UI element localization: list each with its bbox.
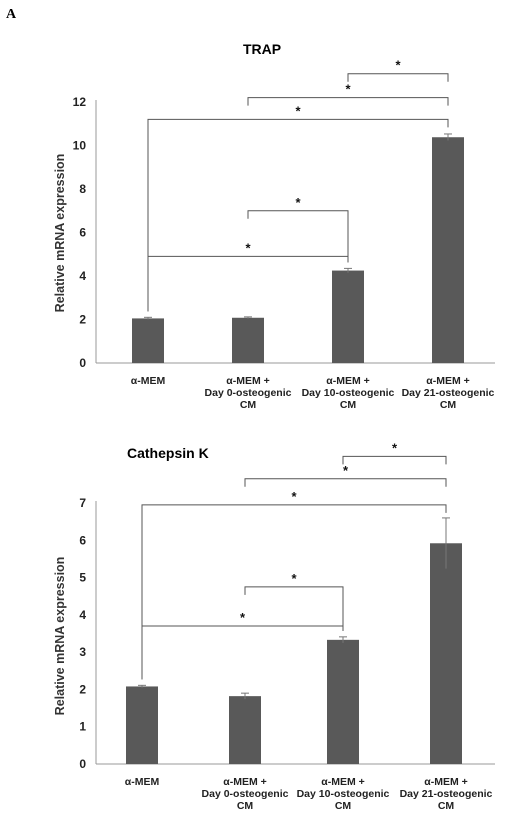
significance-bracket bbox=[342, 455, 447, 465]
category-label: α-MEM bbox=[125, 776, 160, 788]
significance-star: * bbox=[345, 82, 351, 97]
significance-bracket bbox=[244, 478, 447, 487]
significance-bracket bbox=[141, 625, 344, 680]
y-tick-label: 8 bbox=[79, 182, 86, 196]
category-label: CM bbox=[240, 399, 257, 411]
category-label: Day 0-osteogenic bbox=[202, 788, 289, 800]
significance-star: * bbox=[291, 489, 297, 504]
significance-bracket bbox=[141, 504, 447, 680]
category-label: CM bbox=[335, 800, 352, 812]
category-label: Day 10-osteogenic bbox=[297, 788, 390, 800]
category-label: α-MEM + bbox=[426, 375, 470, 387]
category-label: CM bbox=[440, 399, 457, 411]
category-label: α-MEM + bbox=[223, 776, 267, 788]
y-tick-label: 3 bbox=[79, 645, 86, 659]
significance-star: * bbox=[343, 463, 349, 478]
bar bbox=[332, 270, 364, 363]
y-tick-label: 4 bbox=[79, 269, 86, 283]
bar bbox=[229, 696, 261, 764]
category-label: Day 21-osteogenic bbox=[400, 788, 493, 800]
category-label: Day 0-osteogenic bbox=[205, 387, 292, 399]
category-label: α-MEM + bbox=[424, 776, 468, 788]
significance-star: * bbox=[295, 195, 301, 210]
y-tick-label: 6 bbox=[79, 533, 86, 547]
y-axis-label: Relative mRNA expression bbox=[53, 557, 67, 716]
category-label: Day 21-osteogenic bbox=[402, 387, 495, 399]
significance-star: * bbox=[291, 571, 297, 586]
panel-label: A bbox=[6, 7, 17, 22]
significance-bracket bbox=[147, 118, 449, 312]
significance-star: * bbox=[240, 610, 246, 625]
category-label: CM bbox=[237, 800, 254, 812]
significance-star: * bbox=[395, 58, 401, 73]
significance-star: * bbox=[295, 103, 301, 118]
significance-bracket bbox=[247, 210, 349, 263]
y-tick-label: 5 bbox=[79, 571, 86, 585]
y-tick-label: 12 bbox=[73, 95, 87, 109]
bar bbox=[132, 318, 164, 363]
significance-bracket bbox=[347, 73, 449, 82]
bar bbox=[430, 543, 462, 764]
y-tick-label: 0 bbox=[79, 757, 86, 771]
bar bbox=[327, 639, 359, 764]
bar bbox=[232, 317, 264, 363]
significance-bracket bbox=[147, 255, 349, 312]
category-label: α-MEM + bbox=[226, 375, 270, 387]
significance-star: * bbox=[392, 440, 398, 455]
y-tick-label: 2 bbox=[79, 313, 86, 327]
y-tick-label: 7 bbox=[79, 496, 86, 510]
y-tick-label: 0 bbox=[79, 356, 86, 370]
y-tick-label: 2 bbox=[79, 682, 86, 696]
significance-bracket bbox=[247, 97, 449, 106]
significance-star: * bbox=[245, 240, 251, 255]
category-label: CM bbox=[438, 800, 455, 812]
chart-cathepsin-k: Cathepsin K Relative mRNA expression 0 1 2… bbox=[53, 440, 495, 812]
significance-bracket bbox=[244, 586, 344, 631]
category-label: CM bbox=[340, 399, 357, 411]
y-tick-label: 1 bbox=[79, 720, 86, 734]
chart-trap: TRAP Relative mRNA expression 0 2 4 6 8 10 12 α… bbox=[53, 41, 495, 411]
y-axis-label: Relative mRNA expression bbox=[53, 154, 67, 313]
y-tick-label: 4 bbox=[79, 608, 86, 622]
bar bbox=[126, 686, 158, 764]
category-label: α-MEM + bbox=[321, 776, 365, 788]
chart-title: TRAP bbox=[243, 41, 281, 57]
category-label: Day 10-osteogenic bbox=[302, 387, 395, 399]
category-label: α-MEM bbox=[131, 375, 166, 387]
y-tick-label: 10 bbox=[73, 139, 87, 153]
y-tick-label: 6 bbox=[79, 226, 86, 240]
category-label: α-MEM + bbox=[326, 375, 370, 387]
chart-title: Cathepsin K bbox=[127, 445, 209, 461]
bar bbox=[432, 137, 464, 363]
